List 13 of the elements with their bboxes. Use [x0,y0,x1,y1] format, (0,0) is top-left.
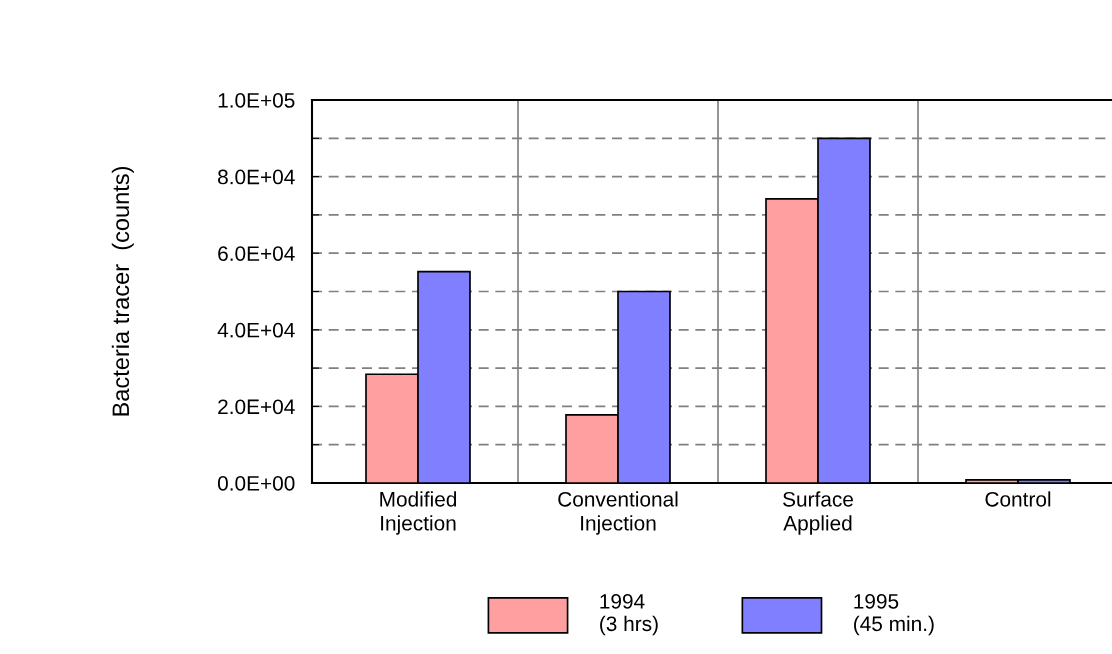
y-tick-label: 8.0E+04 [218,169,295,185]
x-tick-label: Control [985,491,1051,507]
y-tick-label: 4.0E+04 [217,322,295,338]
x-tick-label: Modified Injection [380,491,457,535]
legend-label: 1995 (45 min.) [854,593,934,636]
y-tick-label: 1.0E+05 [218,93,295,108]
x-tick-label: Conventional Injection [558,491,678,535]
y-tick-label: 6.0E+04 [218,246,295,261]
y-axis-title: Bacteria tracer (counts) [111,166,134,416]
y-tick-label: 0.0E+00 [217,476,295,491]
y-tick-label: 2.0E+04 [218,399,295,415]
x-tick-label: Surface Applied [783,491,853,535]
legend-label: 1994 (3 hrs) [600,593,658,636]
